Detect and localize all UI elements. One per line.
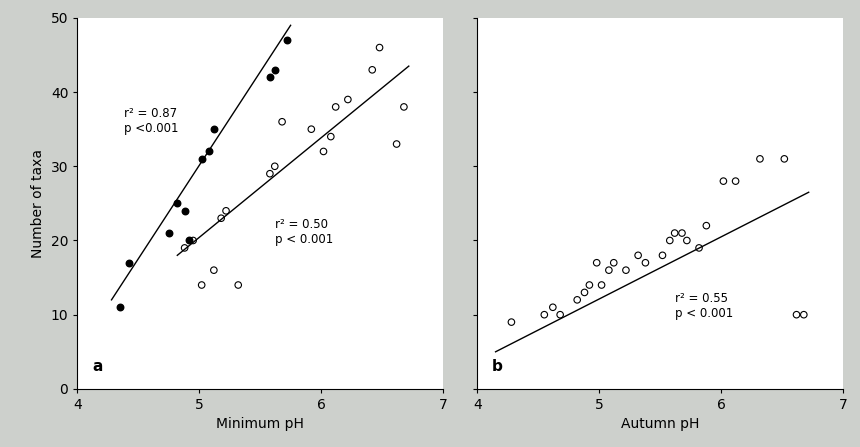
- Point: [329, 103, 342, 110]
- Point: [267, 66, 281, 73]
- Point: [316, 148, 330, 155]
- Point: [716, 177, 730, 185]
- Point: [372, 44, 386, 51]
- Text: r² = 0.50
p < 0.001: r² = 0.50 p < 0.001: [274, 218, 333, 246]
- Point: [680, 237, 694, 244]
- Point: [553, 311, 567, 318]
- Point: [341, 96, 355, 103]
- Point: [638, 259, 652, 266]
- Text: r² = 0.87
p <0.001: r² = 0.87 p <0.001: [124, 107, 178, 135]
- Point: [231, 282, 245, 289]
- Point: [324, 133, 338, 140]
- Point: [594, 282, 608, 289]
- Point: [114, 304, 127, 311]
- Point: [202, 148, 216, 155]
- Point: [214, 215, 228, 222]
- Point: [692, 245, 706, 252]
- Point: [728, 177, 742, 185]
- Point: [797, 311, 811, 318]
- Point: [602, 266, 616, 274]
- Point: [280, 37, 294, 44]
- Point: [275, 118, 289, 125]
- X-axis label: Autumn pH: Autumn pH: [621, 417, 699, 431]
- Point: [538, 311, 551, 318]
- Point: [263, 170, 277, 177]
- Text: b: b: [492, 359, 503, 374]
- Point: [397, 103, 411, 110]
- Point: [590, 259, 604, 266]
- Point: [777, 155, 791, 162]
- X-axis label: Minimum pH: Minimum pH: [216, 417, 304, 431]
- Point: [178, 207, 192, 215]
- Text: r² = 0.55
p < 0.001: r² = 0.55 p < 0.001: [674, 292, 733, 320]
- Point: [390, 140, 403, 148]
- Point: [187, 237, 200, 244]
- Point: [570, 296, 584, 304]
- Point: [546, 304, 560, 311]
- Point: [607, 259, 621, 266]
- Point: [789, 311, 803, 318]
- Point: [578, 289, 592, 296]
- Point: [207, 266, 221, 274]
- Point: [366, 66, 379, 73]
- Point: [753, 155, 767, 162]
- Point: [675, 229, 689, 236]
- Point: [304, 126, 318, 133]
- Point: [263, 74, 277, 81]
- Point: [207, 126, 221, 133]
- Point: [178, 245, 192, 252]
- Point: [655, 252, 669, 259]
- Text: a: a: [92, 359, 102, 374]
- Point: [121, 259, 135, 266]
- Point: [619, 266, 633, 274]
- Point: [699, 222, 713, 229]
- Point: [582, 282, 596, 289]
- Point: [631, 252, 645, 259]
- Point: [663, 237, 677, 244]
- Point: [194, 155, 208, 162]
- Point: [667, 229, 681, 236]
- Point: [182, 237, 196, 244]
- Point: [194, 282, 208, 289]
- Point: [170, 200, 184, 207]
- Point: [162, 229, 175, 236]
- Point: [267, 163, 281, 170]
- Y-axis label: Number of taxa: Number of taxa: [31, 149, 46, 258]
- Point: [219, 207, 233, 215]
- Point: [505, 319, 519, 326]
